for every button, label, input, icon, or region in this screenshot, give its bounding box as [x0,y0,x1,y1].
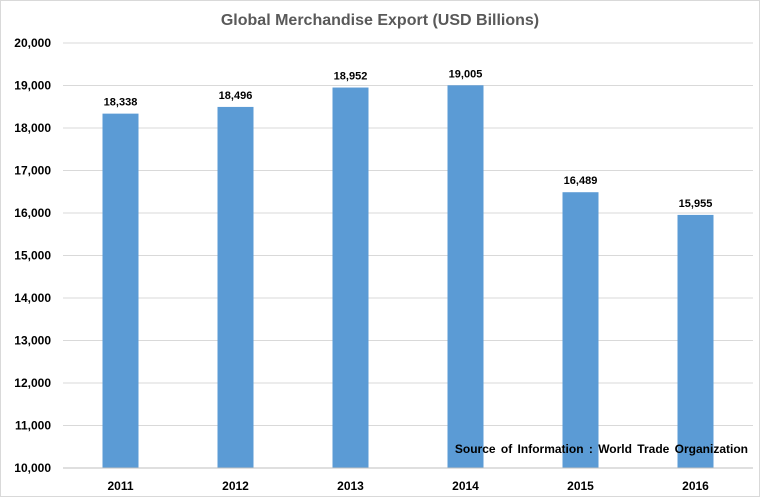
source-annotation: Source of Information : World Trade Orga… [455,442,748,456]
bar-2012 [217,106,254,469]
x-tick-label: 2011 [107,479,133,493]
x-tick-label: 2013 [337,479,364,493]
y-axis-ticks: 10,000 11,000 12,000 13,000 14,000 15,000 16,0… [14,36,51,475]
y-tick-label: 11,000 [15,419,51,433]
y-tick-label: 14,000 [14,291,51,305]
data-label-2013: 18,952 [334,71,368,83]
y-tick-label: 18,000 [14,121,51,135]
y-tick-label: 15,000 [14,249,51,263]
y-tick-label: 17,000 [14,164,51,178]
bar-2015 [562,192,599,468]
y-tick-label: 20,000 [14,36,51,50]
bar-2011 [102,113,139,468]
bar-2014 [447,85,484,468]
y-tick-label: 13,000 [14,334,51,348]
x-tick-label: 2014 [452,479,479,493]
data-label-2016: 15,955 [679,198,713,210]
gridlines [63,42,753,426]
x-tick-label: 2012 [222,479,249,493]
data-label-2012: 18,496 [219,90,253,102]
y-tick-label: 12,000 [14,376,51,390]
data-label-2015: 16,489 [564,175,598,187]
bar-2016 [677,214,714,468]
data-labels: 18,338 18,496 18,952 19,005 16,489 15,955 [104,68,713,210]
x-tick-label: 2015 [567,479,594,493]
data-label-2014: 19,005 [449,68,483,80]
bars [102,85,714,469]
x-tick-label: 2016 [682,479,709,493]
chart-title: Global Merchandise Export (USD Billions) [221,12,539,29]
y-tick-label: 19,000 [14,79,51,93]
data-label-2011: 18,338 [104,97,138,109]
x-axis-ticks: 2011 2012 2013 2014 2015 2016 [107,479,709,493]
y-tick-label: 16,000 [14,206,51,220]
y-tick-label: 10,000 [14,461,51,475]
bar-2013 [332,87,369,468]
